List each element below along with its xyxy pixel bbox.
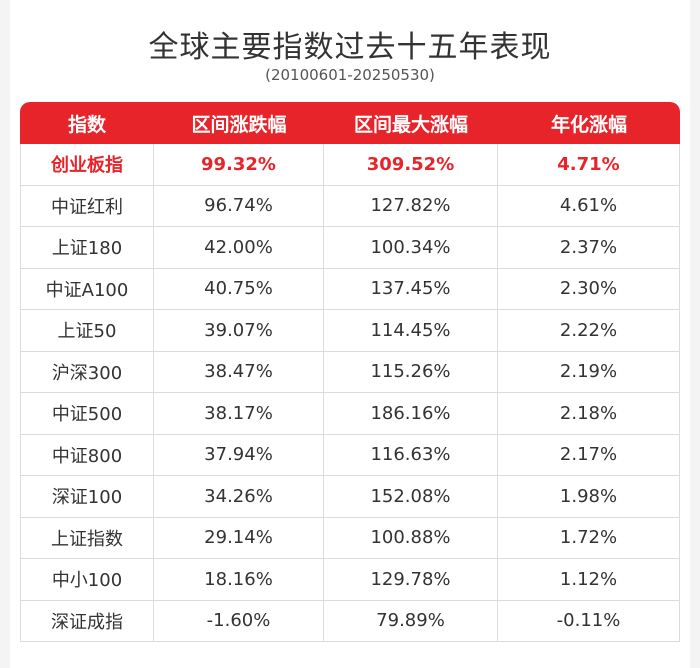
table-row: 上证50 39.07% 114.45% 2.22% xyxy=(20,310,680,352)
cell-index-name: 中证500 xyxy=(20,393,154,435)
table-row: 上证指数 29.14% 100.88% 1.72% xyxy=(20,517,680,559)
table-row: 中证A100 40.75% 137.45% 2.30% xyxy=(20,268,680,310)
cell-period-change: 18.16% xyxy=(154,559,324,601)
index-performance-table: 指数 区间涨跌幅 区间最大涨幅 年化涨幅 创业板指 99.32% 309.52% 4.… xyxy=(20,102,680,642)
table-row: 创业板指 99.32% 309.52% 4.71% xyxy=(20,144,680,186)
cell-index-name: 中证红利 xyxy=(20,185,154,227)
table-row: 中证800 37.94% 116.63% 2.17% xyxy=(20,434,680,476)
header-annualized: 年化涨幅 xyxy=(498,102,680,144)
cell-period-change: 34.26% xyxy=(154,476,324,518)
header-index: 指数 xyxy=(20,102,154,144)
cell-period-change: 96.74% xyxy=(154,185,324,227)
cell-max-gain: 152.08% xyxy=(324,476,498,518)
cell-period-change: 39.07% xyxy=(154,310,324,352)
cell-annualized: 2.37% xyxy=(498,227,680,269)
header-row: 指数 区间涨跌幅 区间最大涨幅 年化涨幅 xyxy=(20,102,680,144)
table-header: 指数 区间涨跌幅 区间最大涨幅 年化涨幅 xyxy=(20,102,680,144)
cell-annualized: 2.17% xyxy=(498,434,680,476)
cell-max-gain: 100.34% xyxy=(324,227,498,269)
table-row: 深证成指 -1.60% 79.89% -0.11% xyxy=(20,600,680,642)
table-row: 上证180 42.00% 100.34% 2.37% xyxy=(20,227,680,269)
cell-max-gain: 79.89% xyxy=(324,600,498,642)
cell-index-name: 上证180 xyxy=(20,227,154,269)
cell-annualized: 2.19% xyxy=(498,351,680,393)
cell-index-name: 深证成指 xyxy=(20,600,154,642)
table-row: 中证500 38.17% 186.16% 2.18% xyxy=(20,393,680,435)
cell-annualized: 2.22% xyxy=(498,310,680,352)
cell-index-name: 深证100 xyxy=(20,476,154,518)
cell-annualized: 4.71% xyxy=(498,144,680,186)
cell-max-gain: 127.82% xyxy=(324,185,498,227)
table-row: 中证红利 96.74% 127.82% 4.61% xyxy=(20,185,680,227)
cell-max-gain: 186.16% xyxy=(324,393,498,435)
cell-period-change: 99.32% xyxy=(154,144,324,186)
cell-index-name: 上证指数 xyxy=(20,517,154,559)
cell-period-change: -1.60% xyxy=(154,600,324,642)
cell-period-change: 29.14% xyxy=(154,517,324,559)
cell-index-name: 沪深300 xyxy=(20,351,154,393)
cell-annualized: -0.11% xyxy=(498,600,680,642)
cell-period-change: 38.17% xyxy=(154,393,324,435)
table-row: 沪深300 38.47% 115.26% 2.19% xyxy=(20,351,680,393)
cell-max-gain: 137.45% xyxy=(324,268,498,310)
cell-index-name: 中证800 xyxy=(20,434,154,476)
cell-index-name: 上证50 xyxy=(20,310,154,352)
cell-annualized: 1.12% xyxy=(498,559,680,601)
cell-max-gain: 100.88% xyxy=(324,517,498,559)
cell-annualized: 1.98% xyxy=(498,476,680,518)
page-title: 全球主要指数过去十五年表现 xyxy=(148,30,552,65)
table-row: 中小100 18.16% 129.78% 1.12% xyxy=(20,559,680,601)
cell-index-name: 中小100 xyxy=(20,559,154,601)
cell-annualized: 4.61% xyxy=(498,185,680,227)
cell-annualized: 1.72% xyxy=(498,517,680,559)
cell-max-gain: 115.26% xyxy=(324,351,498,393)
cell-max-gain: 116.63% xyxy=(324,434,498,476)
cell-max-gain: 129.78% xyxy=(324,559,498,601)
cell-period-change: 40.75% xyxy=(154,268,324,310)
table-row: 深证100 34.26% 152.08% 1.98% xyxy=(20,476,680,518)
header-max-gain: 区间最大涨幅 xyxy=(324,102,498,144)
cell-period-change: 38.47% xyxy=(154,351,324,393)
cell-max-gain: 309.52% xyxy=(324,144,498,186)
cell-max-gain: 114.45% xyxy=(324,310,498,352)
header-period-change: 区间涨跌幅 xyxy=(154,102,324,144)
cell-index-name: 中证A100 xyxy=(20,268,154,310)
cell-period-change: 42.00% xyxy=(154,227,324,269)
table-body: 创业板指 99.32% 309.52% 4.71% 中证红利 96.74% 127.82% 4… xyxy=(20,144,680,642)
cell-annualized: 2.30% xyxy=(498,268,680,310)
cell-annualized: 2.18% xyxy=(498,393,680,435)
cell-period-change: 37.94% xyxy=(154,434,324,476)
date-range-subtitle: (20100601-20250530) xyxy=(265,66,435,84)
performance-card: 全球主要指数过去十五年表现 (20100601-20250530) 指数 区间涨… xyxy=(10,0,690,668)
cell-index-name: 创业板指 xyxy=(20,144,154,186)
